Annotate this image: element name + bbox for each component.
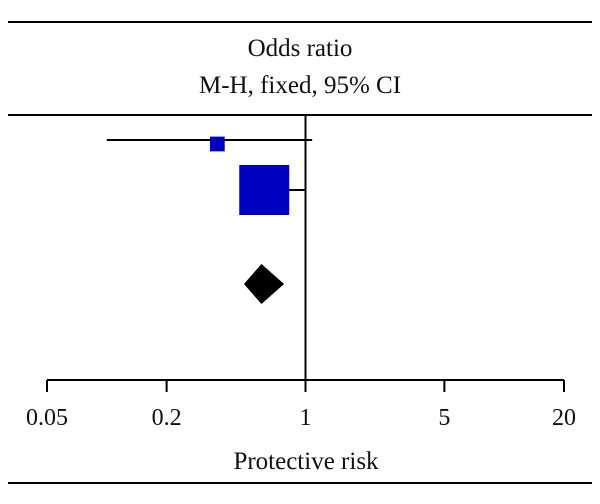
x-axis-ticks: 0.05 0.2 1 5 20 <box>26 380 576 431</box>
header-line-2: M-H, fixed, 95% CI <box>199 72 401 99</box>
x-tick-label-1: 0.2 <box>152 405 182 431</box>
study-2-marker <box>239 165 290 215</box>
pooled-estimate-diamond <box>243 264 285 304</box>
x-tick-label-2: 1 <box>300 405 312 431</box>
study-estimates <box>106 136 313 215</box>
x-tick-label-4: 20 <box>552 405 576 431</box>
study-1-marker <box>209 136 225 152</box>
header-line-1: Odds ratio <box>248 35 353 62</box>
x-tick-label-3: 5 <box>438 405 450 431</box>
x-tick-label-0: 0.05 <box>26 405 68 431</box>
x-axis-label: Protective risk <box>233 448 379 475</box>
